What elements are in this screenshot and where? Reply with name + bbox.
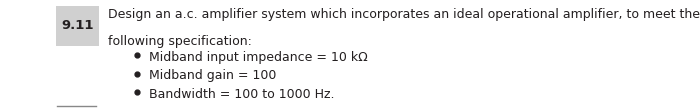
FancyBboxPatch shape <box>56 6 99 46</box>
Text: Midband gain = 100: Midband gain = 100 <box>149 69 276 82</box>
Text: following specification:: following specification: <box>108 35 252 48</box>
Text: Design an a.c. amplifier system which incorporates an ideal operational amplifie: Design an a.c. amplifier system which in… <box>108 8 700 21</box>
Text: Midband input impedance = 10 kΩ: Midband input impedance = 10 kΩ <box>149 51 368 64</box>
Text: 9.11: 9.11 <box>61 19 94 32</box>
Text: Bandwidth = 100 to 1000 Hz.: Bandwidth = 100 to 1000 Hz. <box>149 88 335 101</box>
